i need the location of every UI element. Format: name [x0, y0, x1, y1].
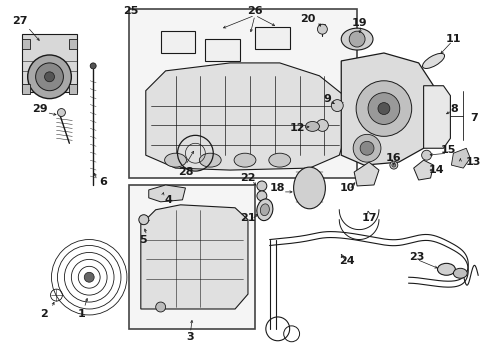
Ellipse shape — [260, 204, 270, 216]
Circle shape — [421, 150, 432, 160]
Polygon shape — [141, 205, 248, 309]
Circle shape — [392, 163, 396, 167]
Ellipse shape — [453, 268, 467, 278]
Circle shape — [156, 302, 166, 312]
Circle shape — [360, 141, 374, 155]
Bar — [129, 9, 357, 178]
Text: 20: 20 — [300, 14, 315, 24]
Text: 10: 10 — [340, 183, 355, 193]
Polygon shape — [146, 63, 347, 170]
Circle shape — [349, 31, 365, 47]
Ellipse shape — [269, 153, 291, 167]
Text: 2: 2 — [40, 309, 48, 319]
Ellipse shape — [165, 153, 187, 167]
Bar — [255, 27, 290, 49]
Ellipse shape — [199, 153, 221, 167]
Circle shape — [257, 191, 267, 201]
Text: 18: 18 — [270, 183, 286, 193]
Text: 13: 13 — [466, 157, 481, 167]
Text: 29: 29 — [32, 104, 48, 113]
Polygon shape — [424, 86, 450, 148]
Text: 7: 7 — [470, 113, 478, 123]
Bar — [205, 39, 240, 61]
Text: 6: 6 — [99, 177, 107, 187]
Text: 12: 12 — [290, 123, 305, 134]
Text: 14: 14 — [429, 165, 444, 175]
Text: 9: 9 — [323, 94, 331, 104]
Text: 24: 24 — [340, 256, 355, 266]
Bar — [129, 185, 255, 329]
Bar — [22, 39, 30, 49]
Text: 17: 17 — [361, 213, 377, 223]
Circle shape — [317, 120, 328, 131]
Bar — [70, 39, 77, 49]
Ellipse shape — [422, 53, 444, 68]
Circle shape — [28, 55, 72, 99]
Ellipse shape — [294, 167, 325, 209]
Circle shape — [378, 103, 390, 114]
Text: 22: 22 — [240, 173, 256, 183]
Text: 26: 26 — [247, 6, 263, 16]
Circle shape — [84, 272, 94, 282]
Text: 15: 15 — [441, 145, 456, 155]
Polygon shape — [149, 185, 185, 202]
Text: 5: 5 — [139, 234, 147, 244]
Text: 4: 4 — [165, 195, 172, 205]
Polygon shape — [354, 162, 379, 186]
Text: 21: 21 — [240, 213, 256, 223]
Polygon shape — [414, 160, 434, 180]
Text: 28: 28 — [178, 167, 193, 177]
Text: 27: 27 — [12, 16, 27, 26]
Circle shape — [90, 63, 96, 69]
Circle shape — [57, 109, 65, 117]
Bar — [161, 31, 196, 53]
Circle shape — [257, 181, 267, 191]
Text: 1: 1 — [77, 309, 85, 319]
Polygon shape — [451, 148, 470, 168]
Text: 16: 16 — [386, 153, 402, 163]
Circle shape — [331, 100, 343, 112]
Circle shape — [36, 63, 63, 91]
Text: 8: 8 — [450, 104, 458, 113]
Circle shape — [390, 161, 398, 169]
Text: 11: 11 — [445, 34, 461, 44]
Bar — [22, 34, 77, 92]
Ellipse shape — [306, 121, 319, 131]
Circle shape — [45, 72, 54, 82]
Ellipse shape — [234, 153, 256, 167]
Text: 19: 19 — [351, 18, 367, 28]
Bar — [70, 84, 77, 94]
Circle shape — [356, 81, 412, 136]
Ellipse shape — [257, 199, 273, 221]
Circle shape — [318, 24, 327, 34]
Circle shape — [353, 134, 381, 162]
Text: 23: 23 — [409, 252, 424, 262]
Bar — [22, 84, 30, 94]
Ellipse shape — [341, 28, 373, 50]
Circle shape — [139, 215, 149, 225]
Text: 25: 25 — [123, 6, 139, 16]
Circle shape — [368, 93, 400, 125]
Text: 3: 3 — [187, 332, 194, 342]
Polygon shape — [341, 53, 437, 165]
Ellipse shape — [438, 264, 455, 275]
